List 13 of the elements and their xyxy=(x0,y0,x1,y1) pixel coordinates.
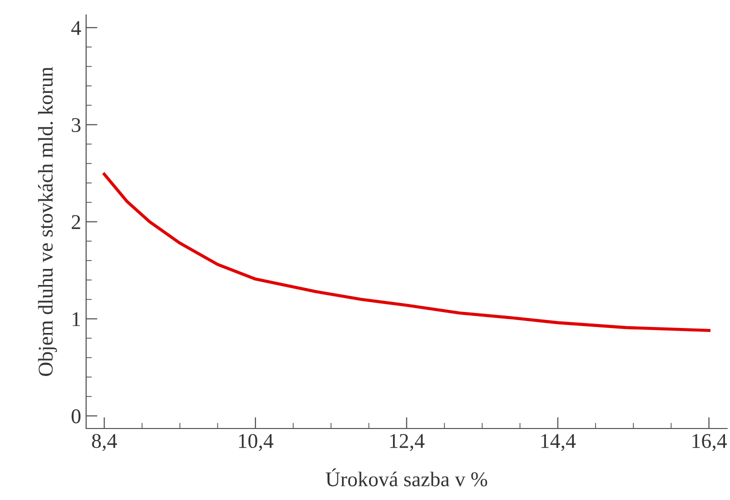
x-tick-label: 12,4 xyxy=(390,434,425,452)
x-axis-title: Úroková sazba v % xyxy=(326,468,488,486)
x-tick-label: 10,4 xyxy=(239,434,274,452)
x-tick-label: 8,4 xyxy=(92,434,117,452)
x-tick-label: 14,4 xyxy=(541,434,576,452)
y-tick-label: 2 xyxy=(72,215,80,229)
y-tick-label: 0 xyxy=(72,409,80,424)
y-tick-label: 1 xyxy=(72,312,80,326)
x-tick-label: 16,4 xyxy=(692,434,727,452)
y-tick-label: 4 xyxy=(71,21,81,35)
y-tick-label: 3 xyxy=(72,118,80,132)
y-axis-title: Objem dluhu ve stovkách mld. korun xyxy=(38,66,57,376)
line-series xyxy=(102,172,710,332)
